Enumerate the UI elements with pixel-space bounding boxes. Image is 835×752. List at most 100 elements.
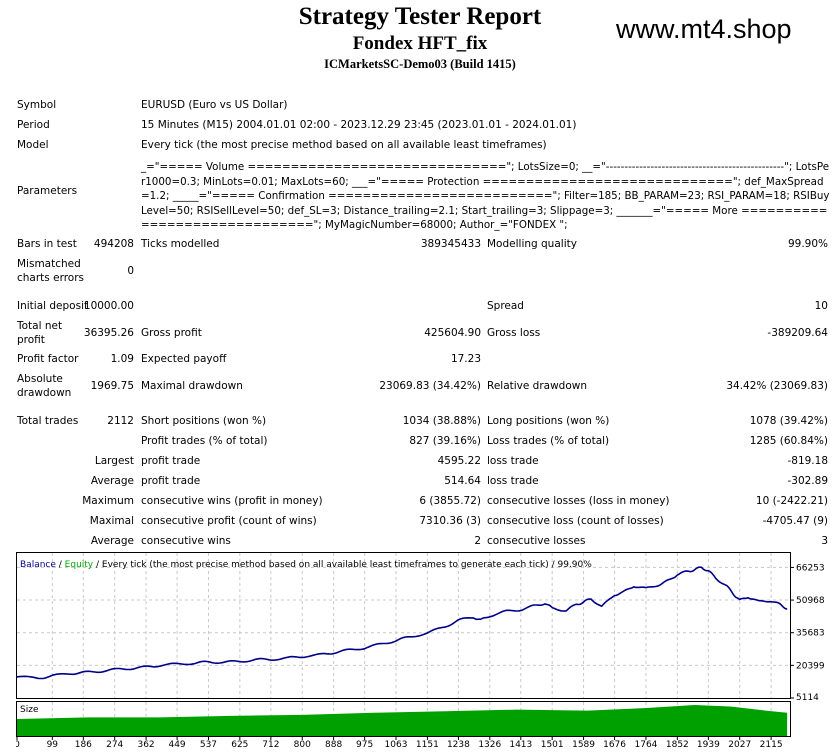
net-profit-label-1: Total net — [17, 320, 63, 332]
x-tick-label: 2027 — [728, 740, 751, 750]
x-tick-label: 888 — [325, 740, 342, 750]
maximal-label: Maximal — [89, 515, 134, 527]
y-tick-label: 35683 — [796, 629, 825, 639]
maximal-drawdown-value: 23069.83 (34.42%) — [379, 380, 481, 392]
profit-trades-value: 827 (39.16%) — [409, 435, 481, 447]
max-consecutive-wins-value: 6 (3855.72) — [419, 495, 481, 507]
average-consecutive-losses-label: consecutive losses — [487, 535, 586, 547]
x-tick-label: 1852 — [666, 740, 689, 750]
x-tick-label: 800 — [294, 740, 311, 750]
x-tick-label: 2115 — [760, 740, 783, 750]
x-tick-label: 1501 — [541, 740, 564, 750]
gross-loss-label: Gross loss — [487, 327, 541, 339]
short-positions-label: Short positions (won %) — [141, 415, 267, 427]
symbol-value: EURUSD (Euro vs US Dollar) — [141, 99, 288, 111]
x-tick-label: 537 — [200, 740, 217, 750]
absolute-drawdown-value: 1969.75 — [90, 380, 134, 392]
gross-loss-value: -389209.64 — [767, 327, 828, 339]
maximal-consecutive-loss-value: -4705.47 (9) — [762, 515, 828, 527]
y-tick-label: 50968 — [796, 596, 825, 606]
long-positions-value: 1078 (39.42%) — [749, 415, 828, 427]
maximal-consecutive-profit-label: consecutive profit (count of wins) — [141, 515, 317, 527]
expected-payoff-value: 17.23 — [450, 353, 481, 365]
long-positions-label: Long positions (won %) — [487, 415, 610, 427]
x-tick-label: 99 — [47, 740, 59, 750]
expert-name: Fondex HFT_fix — [352, 33, 488, 54]
x-axis-ticks: 0 99 186 274 362 449 537 625 712 800 888 975 1063 115… — [16, 736, 783, 750]
x-tick-label: 186 — [75, 740, 92, 750]
average-loss-value: -302.89 — [787, 475, 828, 487]
average-consecutive-label: Average — [90, 535, 134, 547]
x-tick-label: 274 — [106, 740, 123, 750]
parameters-label: Parameters — [17, 185, 78, 197]
spread-value: 10 — [814, 300, 828, 312]
x-tick-label: 1238 — [447, 740, 470, 750]
series-lines — [16, 566, 788, 680]
initial-deposit-value: 10000.00 — [83, 300, 134, 312]
balance-line — [16, 566, 788, 680]
mismatched-label-2: charts errors — [17, 272, 84, 284]
average-profit-label: profit trade — [141, 475, 201, 487]
average-consecutive-wins-label: consecutive wins — [141, 535, 231, 547]
balance-chart: 66253 50968 35683 20399 5114 0 99 186 274 362 449… — [16, 552, 825, 750]
bars-value: 494208 — [93, 238, 134, 250]
size-area — [17, 705, 788, 736]
loss-trades-value: 1285 (60.84%) — [749, 435, 828, 447]
largest-profit-value: 4595.22 — [437, 455, 481, 467]
largest-profit-label: profit trade — [141, 455, 201, 467]
x-tick-label: 0 — [16, 740, 20, 750]
average-label: Average — [90, 475, 134, 487]
x-tick-label: 1326 — [478, 740, 501, 750]
gross-profit-label: Gross profit — [141, 327, 202, 339]
initial-deposit-label: Initial deposit — [17, 300, 89, 312]
watermark: www.mt4.shop — [616, 14, 792, 44]
expected-payoff-label: Expected payoff — [141, 353, 227, 365]
size-series — [17, 705, 788, 736]
max-consecutive-losses-label: consecutive losses (loss in money) — [487, 495, 670, 507]
average-profit-value: 514.64 — [444, 475, 481, 487]
parameters-value: _="===== Volume ========================… — [141, 161, 830, 231]
chart-legend: Balance / Equity / Every tick (the most … — [20, 560, 592, 570]
relative-drawdown-label: Relative drawdown — [487, 380, 588, 392]
average-loss-label: loss trade — [487, 475, 539, 487]
legend-separator: / — [56, 560, 65, 570]
net-profit-label-2: profit — [17, 334, 45, 346]
y-tick-label: 66253 — [796, 563, 825, 573]
profit-factor-label: Profit factor — [17, 353, 79, 365]
ticks-label: Ticks modelled — [141, 238, 220, 250]
x-tick-label: 1063 — [385, 740, 408, 750]
y-axis-ticks: 66253 50968 35683 20399 5114 — [790, 563, 825, 703]
x-tick-label: 1589 — [572, 740, 595, 750]
total-trades-value: 2112 — [107, 415, 134, 427]
y-tick-label: 5114 — [796, 693, 819, 703]
x-tick-label: 975 — [356, 740, 373, 750]
main-plot-frame — [16, 552, 791, 699]
x-tick-label: 449 — [168, 740, 185, 750]
gross-profit-value: 425604.90 — [424, 327, 481, 339]
largest-loss-value: -819.18 — [787, 455, 828, 467]
grid — [17, 553, 790, 736]
absolute-drawdown-label-2: drawdown — [17, 387, 72, 399]
legend-balance: Balance — [20, 560, 56, 570]
x-tick-label: 1764 — [635, 740, 658, 750]
model-value: Every tick (the most precise method base… — [141, 139, 547, 151]
report-title: Strategy Tester Report — [298, 3, 542, 30]
legend-description: / Every tick (the most precise method ba… — [93, 560, 592, 570]
server-name: ICMarketsSC-Demo03 (Build 1415) — [324, 57, 516, 71]
x-tick-label: 712 — [262, 740, 279, 750]
max-consecutive-losses-value: 10 (-2422.21) — [755, 495, 828, 507]
maximum-label: Maximum — [82, 495, 134, 507]
symbol-label: Symbol — [17, 99, 57, 111]
average-consecutive-losses-value: 3 — [821, 535, 828, 547]
total-trades-label: Total trades — [17, 415, 79, 427]
quality-value: 99.90% — [787, 238, 828, 250]
x-tick-label: 362 — [137, 740, 154, 750]
loss-trades-label: Loss trades (% of total) — [487, 435, 610, 447]
mismatched-label-1: Mismatched — [17, 258, 81, 270]
profit-trades-label: Profit trades (% of total) — [141, 435, 268, 447]
max-consecutive-wins-label: consecutive wins (profit in money) — [141, 495, 323, 507]
x-tick-label: 1676 — [603, 740, 626, 750]
relative-drawdown-value: 34.42% (23069.83) — [726, 380, 828, 392]
x-tick-label: 1413 — [509, 740, 532, 750]
net-profit-value: 36395.26 — [83, 327, 134, 339]
